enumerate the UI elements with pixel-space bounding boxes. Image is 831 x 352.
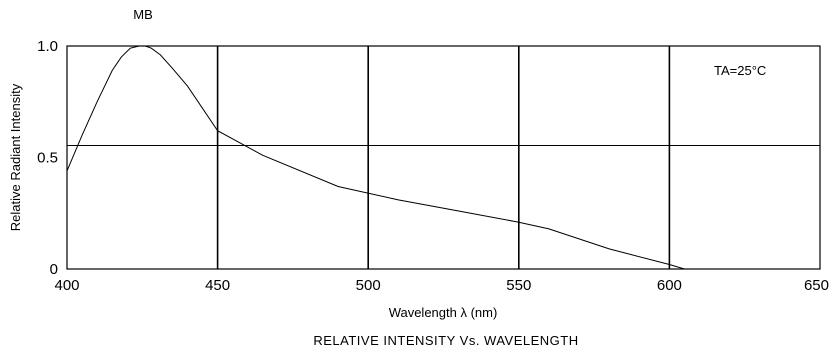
- chart-grid: [67, 46, 820, 269]
- y-tick-label: 1.0: [37, 38, 58, 55]
- x-tick-label: 550: [506, 277, 531, 294]
- x-tick-label: 600: [657, 277, 682, 294]
- x-tick-label: 650: [804, 277, 829, 294]
- temperature-annotation: TA=25°C: [714, 63, 766, 78]
- y-axis-label: Relative Radiant Intensity: [8, 83, 23, 231]
- x-tick-label: 400: [54, 277, 79, 294]
- x-tick-label: 500: [356, 277, 381, 294]
- chart-caption: RELATIVE INTENSITY Vs. WAVELENGTH: [313, 333, 578, 348]
- x-tick-label: 450: [205, 277, 230, 294]
- y-tick-label: 0: [50, 261, 58, 278]
- x-axis-label: Wavelength λ (nm): [389, 305, 498, 320]
- tick-labels: 400 450 500 550 600 650 0 0.5 1.0: [37, 38, 829, 294]
- series-label-mb: MB: [133, 7, 153, 22]
- series-line-mb: [66, 45, 685, 270]
- plot-area-frame: [66, 45, 821, 270]
- y-tick-label: 0.5: [37, 150, 58, 167]
